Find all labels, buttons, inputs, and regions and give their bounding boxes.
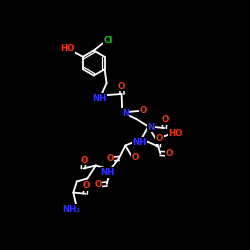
Text: O: O [83, 181, 90, 190]
Text: NH₂: NH₂ [62, 204, 80, 214]
Text: HO: HO [169, 128, 183, 138]
Text: O: O [139, 106, 146, 115]
Text: O: O [156, 134, 163, 143]
Text: HO: HO [60, 44, 74, 53]
Text: Cl: Cl [103, 36, 113, 45]
Text: O: O [95, 180, 102, 188]
Text: N: N [147, 123, 154, 132]
Text: N: N [122, 109, 129, 118]
Text: NH: NH [101, 168, 115, 177]
Text: O: O [80, 156, 88, 164]
Text: NH: NH [132, 138, 146, 146]
Text: O: O [165, 149, 172, 158]
Text: NH: NH [93, 94, 107, 102]
Text: O: O [107, 154, 114, 163]
Text: O: O [131, 153, 138, 162]
Text: O: O [118, 82, 125, 90]
Text: O: O [162, 115, 169, 124]
